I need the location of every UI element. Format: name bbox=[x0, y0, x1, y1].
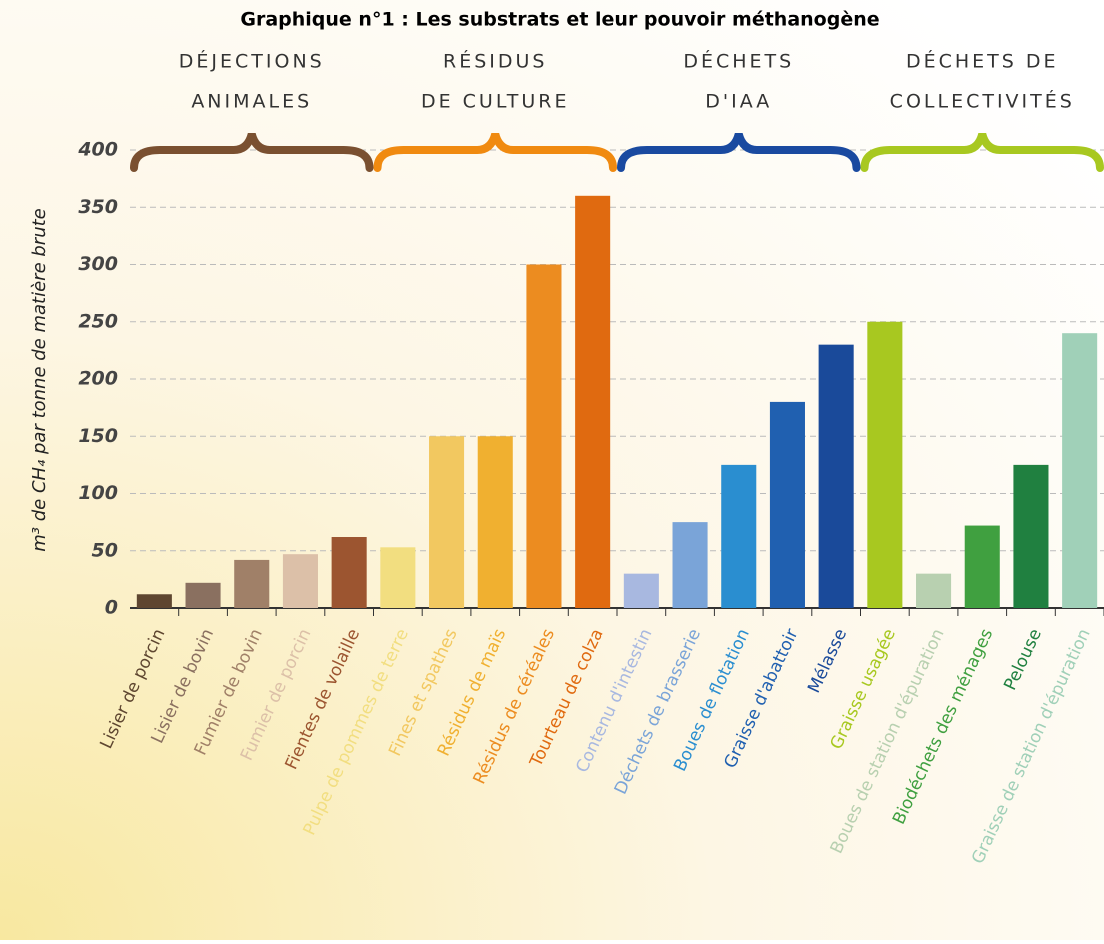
bar bbox=[1062, 333, 1098, 608]
y-tick-label: 0 bbox=[105, 597, 118, 619]
bar bbox=[331, 537, 367, 608]
y-tick-label: 100 bbox=[78, 482, 118, 504]
group-label: DE CULTURE bbox=[421, 91, 570, 113]
group-label: D'IAA bbox=[705, 91, 772, 113]
group-brace bbox=[860, 132, 1104, 172]
bar bbox=[867, 321, 903, 608]
bar bbox=[380, 547, 416, 608]
group-label: ANIMALES bbox=[191, 91, 312, 113]
group-label: DÉCHETS DE bbox=[906, 50, 1059, 73]
bar bbox=[672, 522, 708, 608]
y-tick-label: 50 bbox=[92, 539, 118, 561]
group-label: DÉJECTIONS bbox=[179, 50, 325, 73]
bar bbox=[721, 464, 757, 608]
group-label: COLLECTIVITÉS bbox=[890, 90, 1075, 113]
bar bbox=[136, 594, 172, 608]
bar bbox=[623, 573, 659, 608]
bar bbox=[429, 436, 465, 608]
y-tick-label: 150 bbox=[78, 425, 118, 447]
group-brace bbox=[373, 132, 617, 172]
y-tick-label: 200 bbox=[78, 368, 118, 390]
bar bbox=[282, 554, 318, 608]
group-brace bbox=[130, 132, 374, 172]
bar bbox=[526, 264, 562, 608]
bar bbox=[769, 401, 805, 608]
y-tick-label: 350 bbox=[78, 196, 118, 218]
y-tick-label: 400 bbox=[77, 139, 118, 161]
bar bbox=[185, 582, 221, 608]
bar bbox=[818, 344, 854, 608]
group-brace bbox=[617, 132, 861, 172]
bar bbox=[916, 573, 952, 608]
bar bbox=[234, 559, 270, 608]
bar bbox=[477, 436, 513, 608]
y-tick-label: 250 bbox=[78, 310, 118, 332]
bar bbox=[964, 525, 1000, 608]
chart-title: Graphique n°1 : Les substrats et leur po… bbox=[240, 9, 879, 31]
y-tick-label: 300 bbox=[78, 253, 118, 275]
bar bbox=[575, 195, 611, 609]
group-label: RÉSIDUS bbox=[443, 50, 547, 73]
group-label: DÉCHETS bbox=[683, 50, 794, 73]
bar bbox=[1013, 464, 1049, 608]
y-axis-label: m³ de CH₄ par tonne de matière brute bbox=[29, 208, 50, 551]
